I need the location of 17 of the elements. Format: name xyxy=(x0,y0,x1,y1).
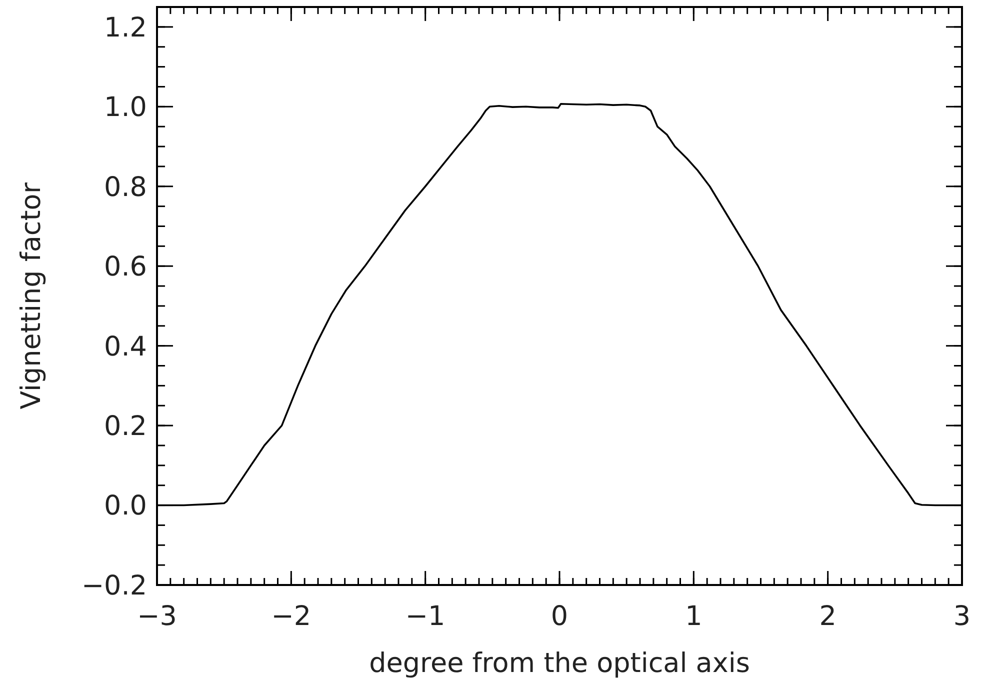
y-tick-label: 0.4 xyxy=(104,331,147,362)
y-axis-title: Vignetting factor xyxy=(16,182,47,410)
y-tick-label: 0.0 xyxy=(104,490,147,522)
y-tick-label: 0.2 xyxy=(104,411,147,442)
x-tick-label: −2 xyxy=(271,601,312,632)
y-tick-label: −0.2 xyxy=(81,570,147,602)
y-tick-label: 1.2 xyxy=(104,12,147,44)
x-tick-label: −1 xyxy=(405,601,446,632)
x-tick-label: 3 xyxy=(953,601,971,632)
x-axis-title: degree from the optical axis xyxy=(369,648,750,679)
x-tick-label: 2 xyxy=(819,601,836,632)
y-tick-label: 0.8 xyxy=(104,172,147,203)
x-tick-label: −3 xyxy=(137,601,177,632)
y-tick-label: 0.6 xyxy=(104,252,147,283)
x-tick-label: 0 xyxy=(550,601,568,632)
x-tick-label: 1 xyxy=(685,601,702,632)
y-tick-label: 1.0 xyxy=(104,92,147,124)
